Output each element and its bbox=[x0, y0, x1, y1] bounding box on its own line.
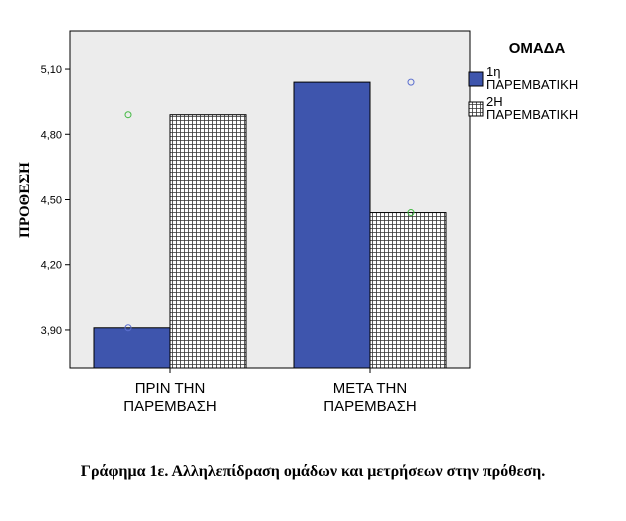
bars bbox=[93, 81, 447, 369]
marker-series1-cat1 bbox=[407, 209, 415, 217]
legend-swatch-0 bbox=[468, 71, 484, 87]
bar-chart: 3,90 4,20 4,50 4,80 5,10 ΠΡΙΝ ΤΗΝ ΠΑΡΕΜΒΑΣΗ ΜΕ… bbox=[17, 30, 578, 415]
legend-title: ΟΜΑΔΑ bbox=[509, 40, 566, 57]
y-axis-label: ΠΡΟΘΕΣΗ bbox=[17, 162, 33, 238]
y-tick-label-0: 3,90 bbox=[41, 325, 62, 337]
y-tick-label-2: 4,50 bbox=[41, 195, 62, 207]
marker-series0-cat1 bbox=[407, 78, 415, 86]
legend-label-0: 1η ΠΑΡΕΜΒΑΤΙΚΗ bbox=[486, 64, 578, 92]
markers bbox=[124, 78, 415, 332]
legend-swatch-1 bbox=[468, 101, 484, 117]
marker-series0-cat0 bbox=[124, 324, 132, 332]
x-tick-label-0: ΠΡΙΝ ΤΗΝ ΠΑΡΕΜΒΑΣΗ bbox=[123, 380, 216, 415]
chart-caption: Γράφημα 1ε. Αλληλεπίδραση ομάδων και μετ… bbox=[80, 463, 546, 480]
marker-series1-cat0 bbox=[124, 111, 132, 119]
bar-series1-cat0 bbox=[169, 114, 247, 369]
bar-series0-cat1 bbox=[293, 81, 371, 369]
y-axis: 3,90 4,20 4,50 4,80 5,10 bbox=[41, 64, 70, 337]
bar-series1-cat1 bbox=[369, 212, 447, 369]
y-tick-label-1: 4,20 bbox=[41, 260, 62, 272]
y-tick-label-3: 4,80 bbox=[41, 129, 62, 141]
x-axis: ΠΡΙΝ ΤΗΝ ΠΑΡΕΜΒΑΣΗ ΜΕΤΑ ΤΗΝ ΠΑΡΕΜΒΑΣΗ bbox=[123, 368, 417, 415]
y-tick-label-4: 5,10 bbox=[41, 64, 62, 76]
legend-label-1: 2Η ΠΑΡΕΜΒΑΤΙΚΗ bbox=[486, 94, 578, 122]
x-tick-label-1: ΜΕΤΑ ΤΗΝ ΠΑΡΕΜΒΑΣΗ bbox=[323, 380, 416, 415]
bar-series0-cat0 bbox=[93, 327, 171, 369]
